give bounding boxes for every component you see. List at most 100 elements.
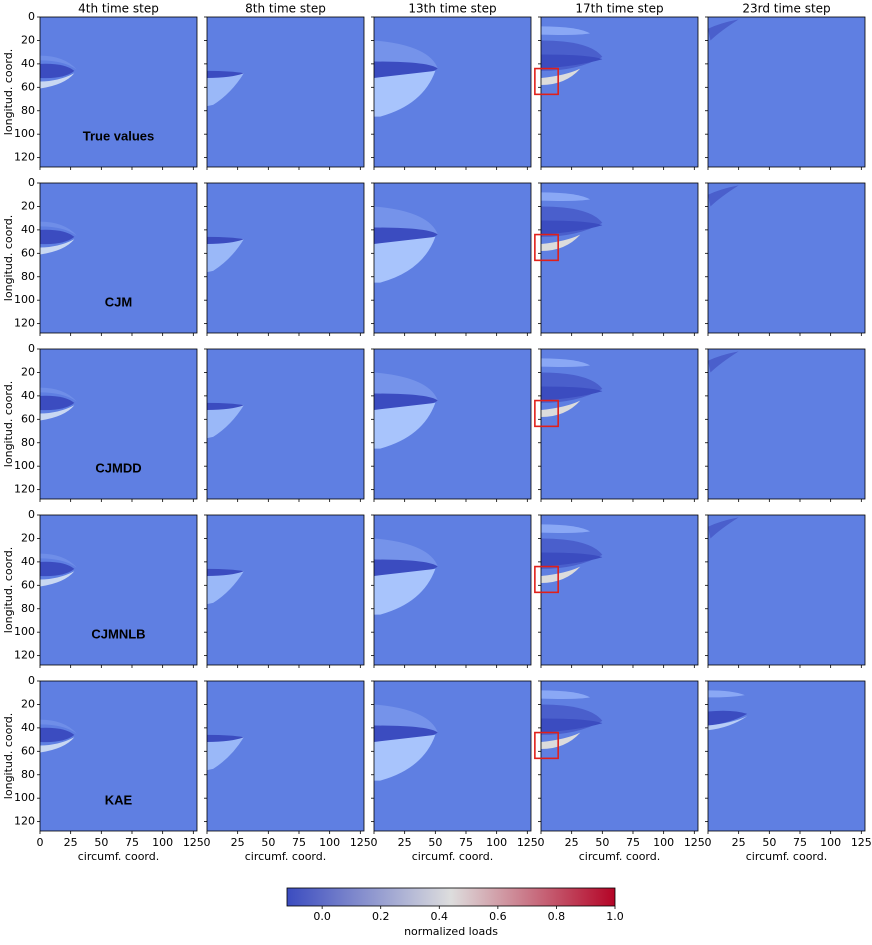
x-tick-label: 100 <box>152 836 173 849</box>
panel-frame <box>540 514 699 666</box>
heatmap-panel <box>705 182 866 336</box>
field-region <box>541 552 603 567</box>
heatmap-panel: 0 20 40 60 80 100 120 True values longitud. coor… <box>2 10 198 170</box>
field-region <box>374 538 438 567</box>
colorbar-tick-label: 1.0 <box>606 910 624 923</box>
x-tick-label: 25 <box>732 836 746 849</box>
heatmap-panel <box>371 16 532 170</box>
panel-background <box>541 515 698 665</box>
field-region <box>207 737 244 771</box>
y-tick-label: 40 <box>21 721 35 734</box>
field-region <box>374 206 438 235</box>
colorbar <box>286 887 616 907</box>
field <box>374 538 438 615</box>
panel-background <box>708 17 865 167</box>
x-tick-label: 75 <box>292 836 306 849</box>
x-axis-label: circumf. coord. <box>412 850 494 863</box>
panel-background <box>40 681 197 831</box>
y-tick-label: 80 <box>21 768 35 781</box>
x-tick-label: 0 <box>705 836 712 849</box>
y-tick-label: 20 <box>21 697 35 710</box>
row-label: CJM <box>105 294 132 309</box>
panel-background <box>40 17 197 167</box>
panel-frame <box>707 680 866 832</box>
x-axis-label: circumf. coord. <box>78 850 160 863</box>
x-tick-label: 125 <box>517 836 538 849</box>
field-region <box>374 40 438 69</box>
field-region <box>40 727 75 743</box>
x-tick-label: 75 <box>459 836 473 849</box>
y-tick-label: 40 <box>21 57 35 70</box>
x-tick-label: 50 <box>94 836 108 849</box>
column-title: 23rd time step <box>742 2 830 16</box>
x-tick-label: 50 <box>595 836 609 849</box>
field-region <box>207 571 244 605</box>
y-tick-label: 100 <box>14 459 35 472</box>
y-tick-label: 0 <box>28 10 35 23</box>
field-region <box>40 73 75 89</box>
field-region <box>541 386 603 401</box>
field-region <box>40 737 75 753</box>
x-tick-label: 125 <box>350 836 371 849</box>
y-tick-label: 40 <box>21 555 35 568</box>
x-tick-label: 100 <box>486 836 507 849</box>
field <box>207 402 244 439</box>
y-tick-label: 120 <box>14 649 35 662</box>
field-region <box>374 568 436 615</box>
panel-frame <box>540 182 699 334</box>
panel-background <box>207 349 364 499</box>
panel-background <box>541 681 698 831</box>
field-region <box>374 70 436 117</box>
field-region <box>374 236 436 283</box>
y-tick-label: 0 <box>28 176 35 189</box>
x-tick-label: 75 <box>793 836 807 849</box>
panel-frame <box>39 680 198 832</box>
field <box>708 185 739 207</box>
x-tick-label: 125 <box>851 836 872 849</box>
panel-background <box>541 183 698 333</box>
highlight-box <box>534 67 559 96</box>
x-tick-label: 0 <box>371 836 378 849</box>
x-tick-label: 75 <box>125 836 139 849</box>
field <box>541 358 603 417</box>
y-tick-label: 120 <box>14 151 35 164</box>
field-region <box>374 372 438 401</box>
panel-frame <box>540 16 699 168</box>
field-region <box>541 26 591 35</box>
colorbar-tick-label: 0.6 <box>489 910 507 923</box>
panel-frame <box>707 348 866 500</box>
panel-background <box>207 681 364 831</box>
field <box>708 690 748 731</box>
y-tick-label: 60 <box>21 246 35 259</box>
heatmap-panel <box>534 348 699 502</box>
colorbar-tick-label: 0.0 <box>313 910 331 923</box>
field-region <box>541 54 603 69</box>
field-region <box>207 70 244 78</box>
panel-background <box>708 681 865 831</box>
panel-frame <box>39 348 198 500</box>
row-label: CJMNLB <box>91 626 145 641</box>
field-region <box>40 395 75 411</box>
panel-frame <box>540 680 699 832</box>
field <box>541 690 603 749</box>
heatmap-panel <box>371 182 532 336</box>
panel-frame <box>540 348 699 500</box>
field-region <box>708 716 748 731</box>
y-tick-label: 0 <box>28 508 35 521</box>
field <box>207 734 244 771</box>
column-title: 4th time step <box>78 2 159 16</box>
panel-frame <box>206 514 365 666</box>
x-tick-label: 125 <box>684 836 705 849</box>
y-axis-label: longitud. coord. <box>2 713 15 799</box>
y-tick-label: 60 <box>21 744 35 757</box>
field <box>207 70 244 107</box>
x-tick-label: 25 <box>231 836 245 849</box>
highlight-box <box>534 399 559 428</box>
x-tick-label: 125 <box>183 836 204 849</box>
field-region <box>40 561 75 577</box>
row-label: True values <box>83 128 155 143</box>
y-tick-label: 80 <box>21 270 35 283</box>
y-axis-label: longitud. coord. <box>2 547 15 633</box>
heatmap-panel <box>204 16 365 170</box>
